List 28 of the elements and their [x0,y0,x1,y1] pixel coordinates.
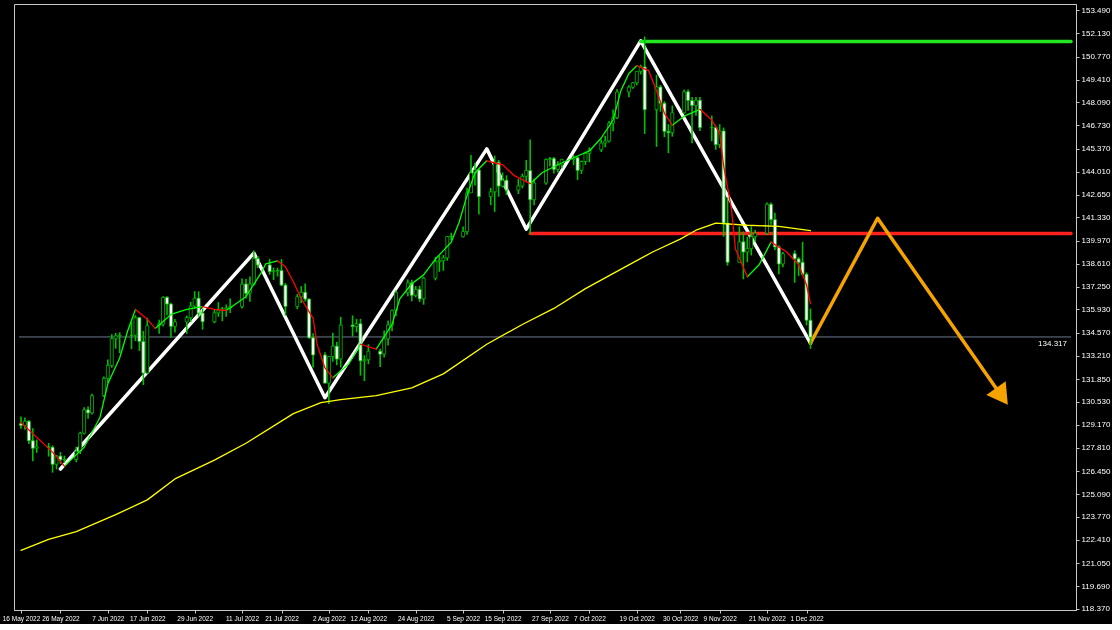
y-tick-label: 145.370 [1081,144,1111,154]
y-tick-label: 129.170 [1081,420,1111,430]
y-tick-label: 153.490 [1081,5,1111,15]
y-tick-label: 123.770 [1081,512,1111,522]
y-tick-label: 131.850 [1081,374,1111,384]
y-tick-label: 133.210 [1081,351,1111,361]
y-tick-label: 138.610 [1081,259,1111,269]
y-tick-label: 122.410 [1081,535,1111,545]
y-tick-label: 144.010 [1081,167,1111,177]
y-tick-label: 130.530 [1081,397,1111,407]
y-tick-label: 135.930 [1081,304,1111,314]
y-tick-label: 119.690 [1081,581,1111,591]
y-tick-label: 148.090 [1081,97,1111,107]
y-tick-label: 127.810 [1081,443,1111,453]
y-tick-label: 141.330 [1081,212,1111,222]
y-tick-label: 125.090 [1081,489,1111,499]
y-tick-label: 150.770 [1081,52,1111,61]
ref-line-label: 134.317 [1038,338,1068,348]
y-tick-label: 142.650 [1081,190,1111,200]
y-tick-label: 118.370 [1081,604,1111,614]
y-tick-label: 146.730 [1081,120,1111,130]
y-tick-label: 134.570 [1081,328,1111,338]
y-tick-label: 149.410 [1081,75,1111,85]
y-tick-label: 152.130 [1081,28,1111,38]
y-tick-label: 126.450 [1081,466,1111,476]
y-tick-label: 137.250 [1081,282,1111,292]
y-tick-label: 121.050 [1081,558,1111,568]
y-tick-label: 139.970 [1081,236,1111,246]
